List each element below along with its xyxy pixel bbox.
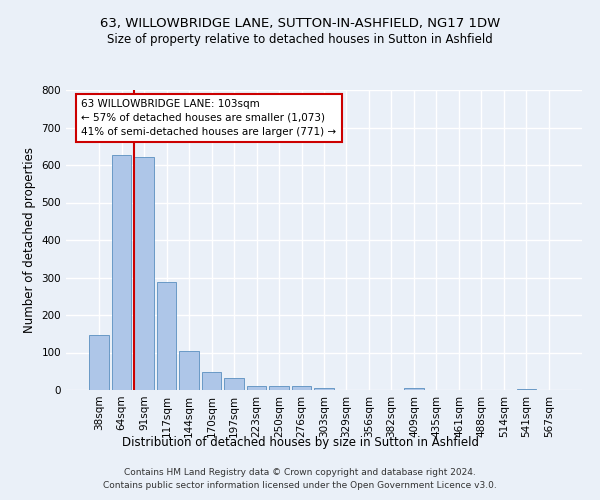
- Text: 63 WILLOWBRIDGE LANE: 103sqm
← 57% of detached houses are smaller (1,073)
41% of: 63 WILLOWBRIDGE LANE: 103sqm ← 57% of de…: [82, 99, 337, 137]
- Text: Contains HM Land Registry data © Crown copyright and database right 2024.: Contains HM Land Registry data © Crown c…: [124, 468, 476, 477]
- Bar: [517, 388, 536, 390]
- Bar: [269, 386, 289, 390]
- Text: 63, WILLOWBRIDGE LANE, SUTTON-IN-ASHFIELD, NG17 1DW: 63, WILLOWBRIDGE LANE, SUTTON-IN-ASHFIEL…: [100, 18, 500, 30]
- Bar: [292, 386, 311, 390]
- Bar: [202, 372, 221, 390]
- Bar: [179, 352, 199, 390]
- Text: Size of property relative to detached houses in Sutton in Ashfield: Size of property relative to detached ho…: [107, 32, 493, 46]
- Bar: [314, 388, 334, 390]
- Bar: [247, 386, 266, 390]
- Bar: [89, 334, 109, 390]
- Text: Contains public sector information licensed under the Open Government Licence v3: Contains public sector information licen…: [103, 482, 497, 490]
- Bar: [404, 388, 424, 390]
- Text: Distribution of detached houses by size in Sutton in Ashfield: Distribution of detached houses by size …: [121, 436, 479, 449]
- Bar: [224, 378, 244, 390]
- Bar: [157, 282, 176, 390]
- Y-axis label: Number of detached properties: Number of detached properties: [23, 147, 36, 333]
- Bar: [112, 154, 131, 390]
- Bar: [134, 157, 154, 390]
